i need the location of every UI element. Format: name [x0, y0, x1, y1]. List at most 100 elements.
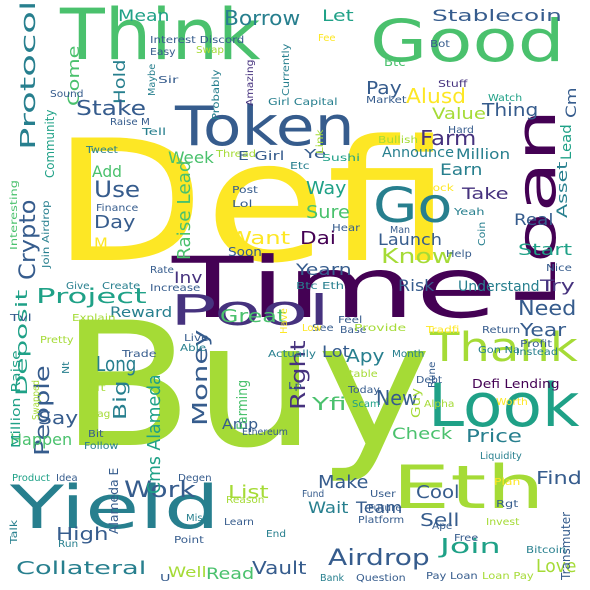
word-cloud-word: End — [266, 529, 287, 540]
word-cloud-word: Gon Na — [478, 345, 520, 356]
word-cloud-word: Live — [184, 333, 209, 344]
word-cloud-word: Reward — [110, 305, 173, 321]
word-cloud-word: Platform — [358, 515, 405, 526]
word-cloud-word: M — [94, 234, 108, 253]
word-cloud-word: Degen — [178, 473, 212, 484]
word-cloud-word: Rgt — [496, 499, 519, 510]
word-cloud-word: Sure — [306, 202, 350, 223]
word-cloud-word: Long — [96, 352, 137, 376]
word-cloud-word: Idea — [56, 473, 78, 484]
word-cloud-word: Sushi — [322, 153, 361, 164]
word-cloud-word: Worth — [496, 397, 528, 408]
word-cloud-word: Sound — [50, 89, 84, 100]
word-cloud-word: Launch — [378, 230, 442, 249]
word-cloud-word: Farm — [420, 126, 477, 150]
word-cloud-word: Lead — [559, 124, 575, 160]
word-cloud-word: Lp — [288, 381, 302, 392]
word-cloud-word: E Girl — [238, 149, 285, 163]
word-cloud-word: Interest Discord — [150, 35, 245, 46]
word-cloud-word: Pay — [366, 78, 402, 99]
word-cloud-word: Add — [92, 162, 122, 181]
word-cloud-word: Link — [315, 129, 326, 154]
word-cloud-word: Free — [454, 533, 479, 544]
word-cloud-word: Help — [446, 249, 472, 260]
word-cloud-word: Token — [175, 95, 355, 158]
word-cloud-word: Base — [340, 325, 367, 336]
word-cloud-word: Go — [373, 178, 453, 234]
word-cloud-word: Girl Capital — [268, 97, 338, 108]
word-cloud-word: Price — [466, 426, 522, 447]
word-cloud-word: Btc Eth — [296, 281, 345, 292]
word-cloud-word: Give — [66, 281, 90, 292]
word-cloud-word: Start — [518, 240, 573, 259]
word-cloud-word: Cm — [564, 87, 580, 118]
word-cloud-word: Btc — [384, 55, 406, 69]
word-cloud-word: Way — [306, 178, 347, 199]
word-cloud-word: Nt — [61, 361, 72, 374]
word-cloud-word: Stuff — [438, 79, 468, 90]
word-cloud-word: Yearn — [296, 260, 352, 279]
word-cloud-word: Work — [124, 478, 196, 503]
word-cloud-word: Lot — [322, 342, 350, 361]
word-cloud-word: Month — [392, 349, 425, 360]
word-cloud-word: Alameda E — [107, 467, 121, 534]
word-cloud-word: List — [228, 482, 269, 503]
word-cloud-word: Lol — [232, 199, 253, 210]
word-cloud-word: Hard — [448, 125, 474, 136]
word-cloud-word: Use — [94, 178, 141, 203]
word-cloud-word: Look — [428, 371, 580, 441]
word-cloud-word: Bag — [90, 409, 111, 420]
word-cloud-word: Check — [392, 424, 453, 443]
word-cloud-word: Vault — [252, 558, 307, 579]
word-cloud-word: Real — [514, 210, 554, 229]
word-cloud-word: Plan — [494, 477, 521, 488]
word-cloud-word: Tradfi — [426, 325, 460, 336]
word-cloud-word: Pretty — [40, 335, 74, 346]
word-cloud-word: Yeah — [454, 207, 485, 218]
word-cloud-word: Pay Loan — [426, 571, 478, 582]
word-cloud-word: Yfi — [312, 394, 347, 415]
word-cloud-word: Community — [43, 109, 57, 178]
word-cloud-word: Great — [220, 306, 287, 327]
word-cloud-word: Million — [456, 147, 511, 163]
word-cloud-word: Make — [318, 472, 369, 493]
word-cloud-word: Collateral — [16, 558, 147, 579]
word-cloud-word: Amazing — [245, 59, 256, 106]
word-cloud-word: Cool — [416, 482, 460, 503]
word-cloud-word: Create — [102, 281, 141, 292]
word-cloud-word: Bank — [320, 573, 345, 584]
word-cloud-word: U — [160, 573, 171, 584]
word-cloud-word: Future — [368, 503, 402, 514]
word-cloud-word: Raise M — [110, 117, 150, 128]
word-cloud-word: Etc — [290, 161, 310, 172]
word-cloud-word: Miss — [186, 513, 208, 524]
word-cloud-word: Learn — [224, 517, 254, 528]
word-cloud-word: Alusd — [406, 84, 467, 108]
word-cloud-word: Maybe — [147, 63, 158, 96]
word-cloud-word: Soon — [228, 245, 262, 259]
word-cloud-word: Farming — [235, 379, 251, 430]
word-cloud-word: Want — [228, 228, 291, 249]
word-cloud-word: Good — [370, 7, 565, 75]
word-cloud-word: Talk — [9, 519, 20, 544]
word-cloud-word: Crypto — [16, 199, 41, 280]
word-cloud-word: Profit — [520, 339, 553, 350]
word-cloud-word: Let — [322, 6, 354, 25]
word-cloud-word: Stable — [342, 369, 378, 380]
word-cloud-word: Swap — [196, 45, 225, 56]
word-cloud-word: Low — [302, 323, 322, 334]
word-cloud-word: Ape — [432, 521, 453, 532]
word-cloud-word: New — [376, 386, 418, 410]
word-cloud-word: Ethereum — [242, 427, 288, 438]
word-cloud-word: Feel — [338, 315, 363, 326]
word-cloud-word: Dai — [300, 228, 336, 249]
word-cloud-word: Ye — [304, 147, 327, 161]
word-cloud-word: Need — [518, 296, 577, 320]
word-cloud-word: Week — [168, 148, 214, 167]
word-cloud-word: Read — [206, 564, 255, 583]
word-cloud-word: Try — [540, 276, 575, 295]
word-cloud-word: Lock — [426, 183, 454, 194]
word-cloud-word: Airdrop — [328, 546, 430, 571]
word-cloud-word: Apy — [346, 346, 385, 367]
word-cloud-word: Instead — [516, 347, 559, 358]
